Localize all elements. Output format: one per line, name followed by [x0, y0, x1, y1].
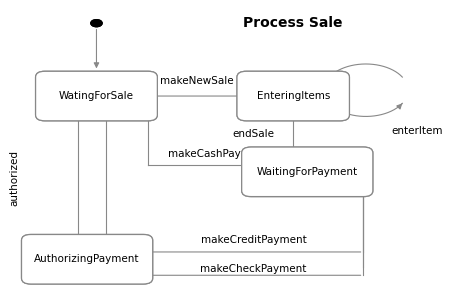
Text: WaitingForPayment: WaitingForPayment [257, 167, 358, 177]
FancyBboxPatch shape [21, 234, 153, 284]
FancyBboxPatch shape [237, 71, 349, 121]
Text: authorized: authorized [9, 150, 19, 206]
Text: AuthorizingPayment: AuthorizingPayment [34, 254, 140, 264]
Text: endSale: endSale [232, 129, 274, 139]
FancyBboxPatch shape [242, 147, 373, 197]
FancyBboxPatch shape [237, 71, 349, 121]
Text: WatingForSale: WatingForSale [59, 91, 134, 101]
Text: EnteringItems: EnteringItems [256, 91, 330, 101]
Text: makeNewSale: makeNewSale [160, 76, 234, 86]
FancyBboxPatch shape [36, 71, 157, 121]
FancyBboxPatch shape [21, 234, 153, 284]
Text: makeCashPayment: makeCashPayment [168, 149, 268, 159]
Circle shape [91, 20, 102, 27]
Text: WaitingForPayment: WaitingForPayment [257, 167, 358, 177]
Text: enterItem: enterItem [392, 126, 443, 136]
Text: Process Sale: Process Sale [244, 16, 343, 30]
Text: WatingForSale: WatingForSale [59, 91, 134, 101]
Text: EnteringItems: EnteringItems [256, 91, 330, 101]
FancyBboxPatch shape [242, 147, 373, 197]
Circle shape [91, 20, 102, 27]
FancyBboxPatch shape [36, 71, 157, 121]
Text: AuthorizingPayment: AuthorizingPayment [34, 254, 140, 264]
Text: makeCheckPayment: makeCheckPayment [200, 264, 307, 274]
Text: makeCreditPayment: makeCreditPayment [201, 235, 306, 245]
